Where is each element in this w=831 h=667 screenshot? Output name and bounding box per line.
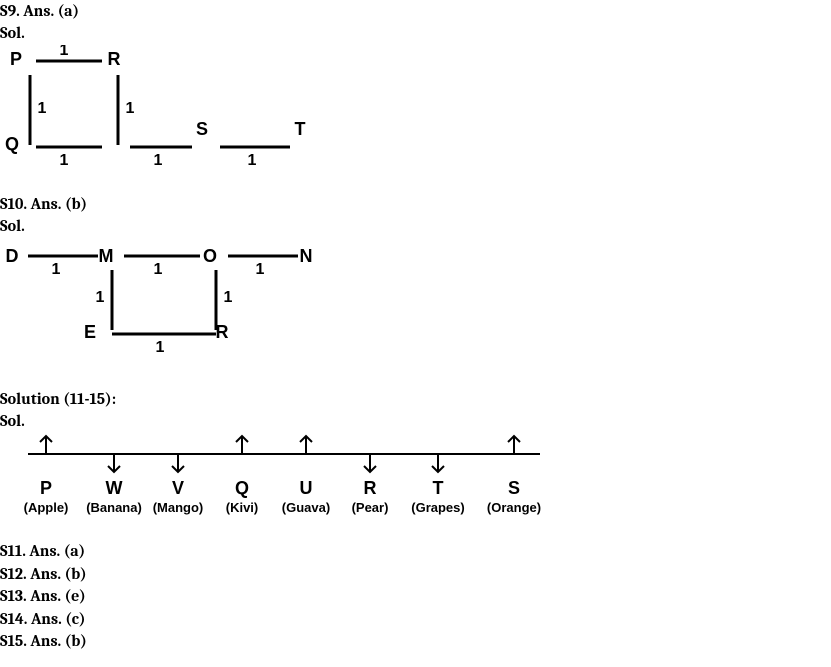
svg-text:V: V xyxy=(172,478,184,498)
s10-block: S10. Ans. (b) Sol. 1 1 1 1 1 1 D M O N E R xyxy=(0,193,831,358)
svg-text:1: 1 xyxy=(126,100,135,117)
svg-text:S: S xyxy=(196,119,208,139)
svg-text:O: O xyxy=(203,246,217,266)
svg-text:(Guava): (Guava) xyxy=(282,500,330,515)
s9-diagram: 1 1 1 1 1 1 P R Q S T xyxy=(0,45,330,175)
svg-text:(Apple): (Apple) xyxy=(24,500,69,515)
svg-text:1: 1 xyxy=(154,152,163,169)
svg-text:W: W xyxy=(106,478,123,498)
s10-header: S10. Ans. (b) xyxy=(0,193,831,215)
svg-text:1: 1 xyxy=(224,289,233,306)
svg-text:R: R xyxy=(216,322,229,342)
s9-header: S9. Ans. (a) xyxy=(0,0,831,22)
svg-text:1: 1 xyxy=(96,289,105,306)
s9-block: S9. Ans. (a) Sol. 1 1 1 1 1 1 P R Q S T xyxy=(0,0,831,175)
svg-text:1: 1 xyxy=(156,339,165,356)
svg-text:1: 1 xyxy=(60,45,69,59)
s13-answer: S13. Ans. (e) xyxy=(0,585,831,607)
svg-text:(Banana): (Banana) xyxy=(86,500,142,515)
svg-text:Q: Q xyxy=(5,134,19,154)
svg-text:1: 1 xyxy=(60,152,69,169)
svg-text:T: T xyxy=(295,119,306,139)
sol11-15-block: Solution (11-15): Sol. P (Apple) W (Banana)… xyxy=(0,388,831,523)
s9-sol-label: Sol. xyxy=(0,22,831,44)
svg-text:1: 1 xyxy=(38,100,47,117)
svg-text:U: U xyxy=(300,478,313,498)
svg-text:Q: Q xyxy=(235,478,249,498)
svg-text:(Kivi): (Kivi) xyxy=(226,500,259,515)
s12-answer: S12. Ans. (b) xyxy=(0,563,831,585)
spacer xyxy=(0,175,831,193)
svg-text:E: E xyxy=(84,322,96,342)
s10-diagram: 1 1 1 1 1 1 D M O N E R xyxy=(0,238,330,358)
svg-text:R: R xyxy=(364,478,377,498)
svg-text:P: P xyxy=(10,49,22,69)
spacer xyxy=(0,358,831,388)
svg-text:(Grapes): (Grapes) xyxy=(411,500,464,515)
svg-text:(Orange): (Orange) xyxy=(487,500,541,515)
svg-text:1: 1 xyxy=(52,261,61,278)
svg-text:1: 1 xyxy=(248,152,257,169)
svg-text:(Mango): (Mango) xyxy=(153,500,204,515)
s15-answer: S15. Ans. (b) xyxy=(0,630,831,652)
svg-text:M: M xyxy=(99,246,114,266)
spacer xyxy=(0,522,831,540)
svg-text:1: 1 xyxy=(154,261,163,278)
svg-text:1: 1 xyxy=(256,261,265,278)
svg-text:D: D xyxy=(6,246,19,266)
s11-answer: S11. Ans. (a) xyxy=(0,540,831,562)
svg-text:P: P xyxy=(40,478,52,498)
s10-sol-label: Sol. xyxy=(0,215,831,237)
sol11-15-header: Solution (11-15): xyxy=(0,388,831,410)
svg-text:N: N xyxy=(300,246,313,266)
svg-text:R: R xyxy=(108,49,121,69)
sol11-15-sol-label: Sol. xyxy=(0,410,831,432)
svg-text:T: T xyxy=(433,478,444,498)
seating-diagram: P (Apple) W (Banana) V (Mango) Q (Kivi) U (Guava)… xyxy=(0,432,580,522)
svg-text:(Pear): (Pear) xyxy=(352,500,389,515)
s14-answer: S14. Ans. (c) xyxy=(0,608,831,630)
svg-text:S: S xyxy=(508,478,520,498)
